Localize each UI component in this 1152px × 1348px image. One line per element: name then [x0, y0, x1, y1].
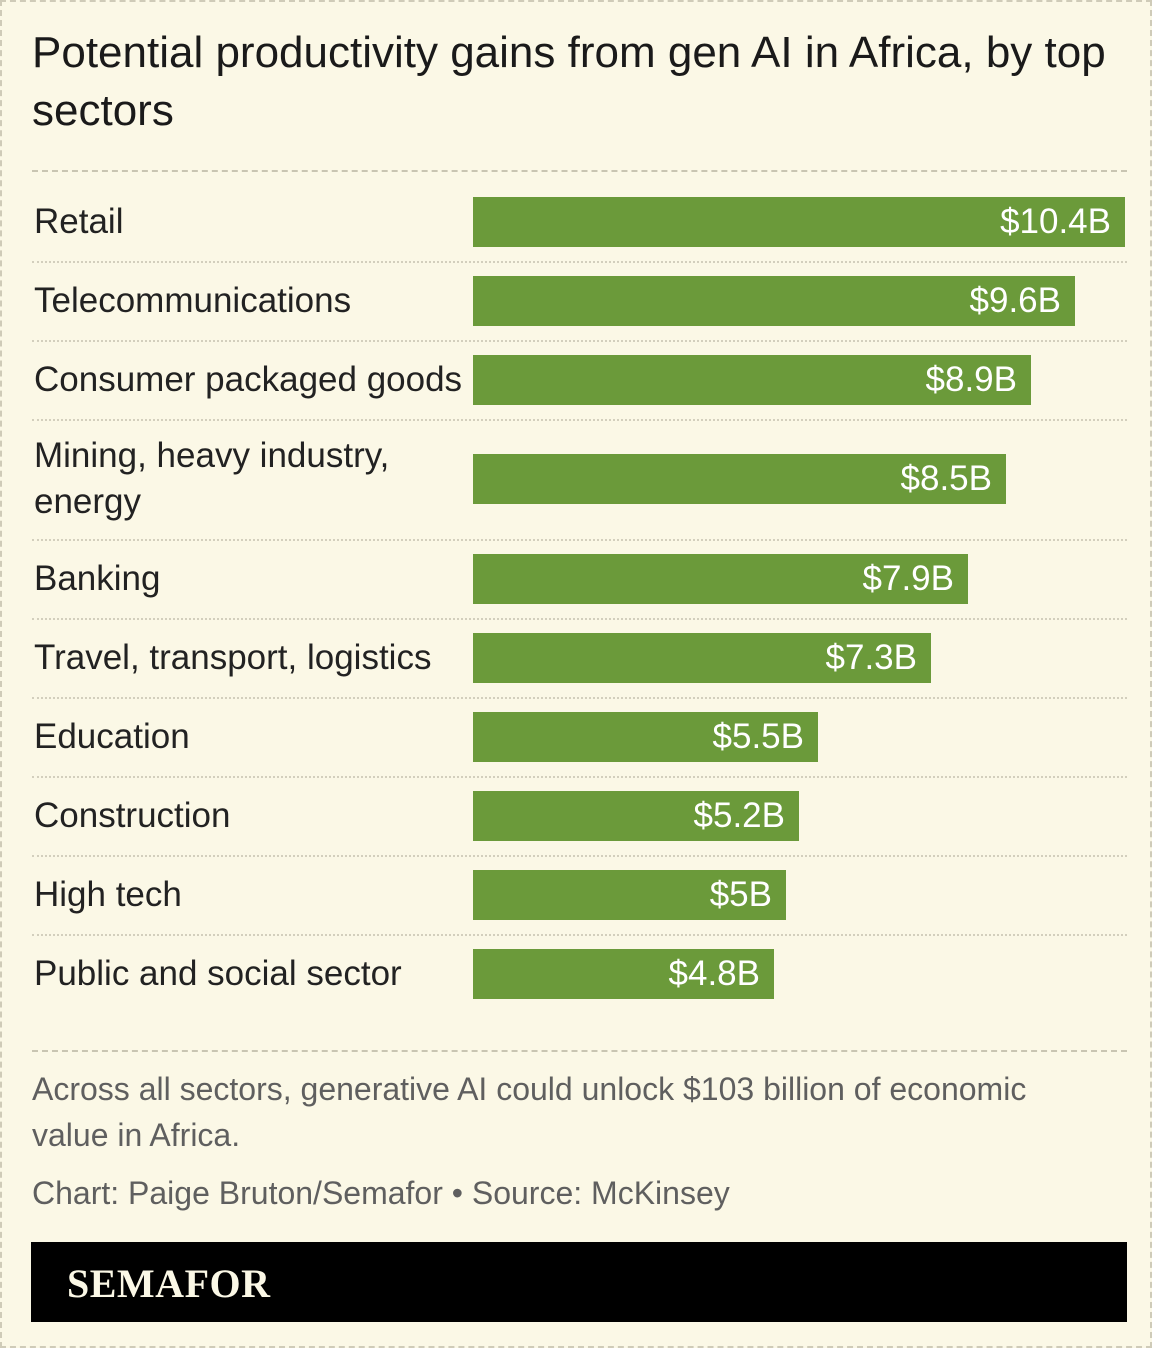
bar-row: Mining, heavy industry, energy $8.5B — [32, 419, 1127, 539]
bar-row: Banking $7.9B — [32, 539, 1127, 618]
bar-row: Public and social sector $4.8B — [32, 934, 1127, 1013]
category-label: Mining, heavy industry, energy — [34, 436, 390, 521]
title-separator — [32, 170, 1127, 172]
bar-value-label: $8.9B — [925, 359, 1017, 399]
category-label: Education — [34, 716, 190, 756]
footer-separator — [32, 1050, 1127, 1052]
bar-value-label: $7.3B — [825, 637, 917, 677]
row-divider — [32, 340, 1127, 342]
row-divider — [32, 934, 1127, 936]
row-divider — [32, 419, 1127, 421]
bar-value-label: $5.2B — [693, 795, 785, 835]
bar-value-label: $9.6B — [969, 280, 1061, 320]
bar-row: High tech $5B — [32, 855, 1127, 934]
bar: $4.8B — [473, 948, 774, 999]
bar: $9.6B — [473, 275, 1075, 326]
bar-row: Retail $10.4B — [32, 182, 1127, 261]
row-divider — [32, 697, 1127, 699]
bar-row: Consumer packaged goods $8.9B — [32, 340, 1127, 419]
bar-value-label: $8.5B — [900, 459, 992, 498]
category-label: Banking — [34, 558, 161, 598]
row-divider — [32, 855, 1127, 857]
bar: $8.5B — [473, 454, 1006, 504]
chart-credit: Chart: Paige Bruton/Semafor • Source: Mc… — [32, 1175, 730, 1211]
category-label: Public and social sector — [34, 953, 402, 993]
bar-chart: Retail $10.4B Telecommunications $9.6B Consu… — [32, 182, 1127, 1022]
row-divider — [32, 618, 1127, 620]
chart-note: Across all sectors, generative AI could … — [32, 1071, 1027, 1153]
bar-row: Telecommunications $9.6B — [32, 261, 1127, 340]
bar: $7.3B — [473, 632, 931, 683]
category-label: Retail — [34, 201, 124, 241]
row-divider — [32, 776, 1127, 778]
bar: $7.9B — [473, 553, 968, 604]
brand-footer: SEMAFOR — [31, 1242, 1127, 1322]
bar-value-label: $10.4B — [1000, 201, 1111, 241]
bar-row: Travel, transport, logistics $7.3B — [32, 618, 1127, 697]
category-label: Construction — [34, 795, 231, 835]
bar-row: Education $5.5B — [32, 697, 1127, 776]
row-divider — [32, 539, 1127, 541]
bar-value-label: $5.5B — [712, 716, 804, 756]
bar: $8.9B — [473, 354, 1031, 405]
semafor-logo: SEMAFOR — [67, 1261, 271, 1306]
chart-title: Potential productivity gains from gen AI… — [32, 28, 1106, 135]
row-divider — [32, 261, 1127, 263]
bar-value-label: $7.9B — [862, 558, 954, 598]
bar-value-label: $4.8B — [668, 953, 760, 993]
category-label: Telecommunications — [34, 280, 352, 320]
category-label: Consumer packaged goods — [34, 359, 463, 399]
bar-row: Construction $5.2B — [32, 776, 1127, 855]
bar: $5.2B — [473, 790, 799, 841]
bar: $10.4B — [473, 196, 1125, 247]
bar-value-label: $5B — [709, 874, 772, 914]
bar: $5B — [473, 869, 786, 920]
category-label: Travel, transport, logistics — [34, 637, 432, 677]
bar: $5.5B — [473, 711, 818, 762]
category-label: High tech — [34, 874, 182, 914]
